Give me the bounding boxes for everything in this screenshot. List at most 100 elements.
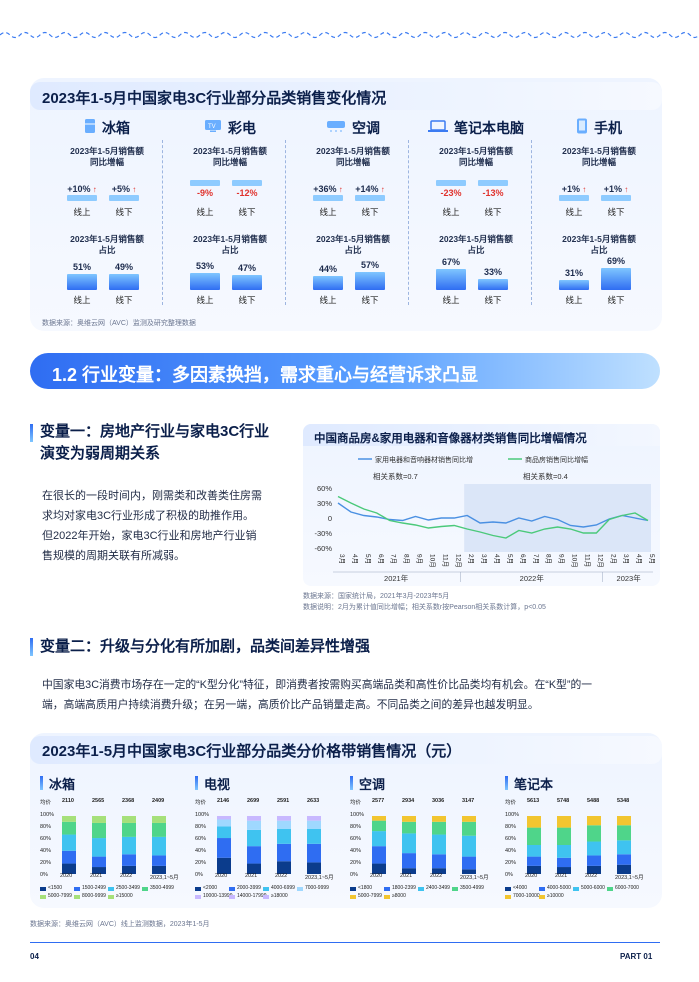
up-arrow-icon: ↑ bbox=[336, 185, 343, 194]
stack-segment bbox=[402, 821, 416, 834]
share-value: 31% bbox=[564, 268, 583, 278]
stack-segment bbox=[307, 820, 321, 829]
legend-swatch bbox=[384, 895, 390, 899]
category-sales-title: 2023年1-5月中国家电3C行业部分品类销售变化情况 bbox=[42, 90, 387, 107]
legend-label: 3500-4999 bbox=[150, 885, 174, 891]
stack-segment bbox=[217, 826, 231, 839]
avg-price: 3147 bbox=[462, 798, 475, 804]
y-tick-label: 100% bbox=[350, 812, 365, 818]
legend-swatch bbox=[505, 887, 511, 891]
category-name: 笔记本电脑 bbox=[454, 120, 524, 136]
y-tick-label: 20% bbox=[40, 860, 52, 866]
category-column: 笔记本电脑 2023年1-5月销售额 同比增幅 -23% 线上 -13% 线下 2023年1-… bbox=[416, 118, 536, 318]
legend-swatch bbox=[573, 887, 579, 891]
stack-segment bbox=[372, 831, 386, 847]
stack-segment bbox=[152, 836, 166, 856]
category-header: TV 彩电 bbox=[170, 118, 290, 138]
stack-segment bbox=[122, 822, 136, 837]
growth-title-line: 同比增幅 bbox=[581, 157, 616, 167]
legend-swatch bbox=[418, 887, 424, 891]
stack-segment bbox=[152, 855, 166, 866]
share-bar bbox=[478, 279, 508, 290]
var1-para-line: 求均对家电3C行业形成了积极的助推作用。 bbox=[42, 510, 255, 522]
stack-segment bbox=[92, 822, 106, 839]
legend-swatch bbox=[74, 887, 80, 891]
offline-label: 线下 bbox=[607, 207, 625, 217]
category-header: 空调 bbox=[293, 118, 413, 138]
stack-segment bbox=[277, 828, 291, 844]
legend-swatch bbox=[350, 887, 356, 891]
legend-label: 商品房销售同比增幅 bbox=[525, 455, 588, 464]
x-tick-label: 3月 bbox=[622, 554, 630, 564]
share-value: 33% bbox=[483, 267, 502, 277]
top-dashed-decoration bbox=[0, 31, 699, 39]
stack-segment bbox=[432, 834, 446, 855]
line-chart-title-bar bbox=[303, 424, 660, 446]
growth-title-line: 2023年1-5月销售额 bbox=[439, 146, 513, 156]
growth-title-line: 2023年1-5月销售额 bbox=[70, 146, 144, 156]
stack-segment bbox=[557, 867, 571, 874]
stack-segment bbox=[372, 863, 386, 874]
stack-segment bbox=[527, 845, 541, 857]
growth-value: -12% bbox=[236, 188, 258, 198]
category-name: 空调 bbox=[352, 120, 380, 136]
up-arrow-icon: ↑ bbox=[378, 185, 385, 194]
x-tick-label: 10月 bbox=[428, 554, 436, 568]
legend-label: ≥15000 bbox=[116, 893, 133, 899]
legend-label: 1800-2399 bbox=[392, 885, 416, 891]
stack-segment bbox=[372, 820, 386, 832]
growth-bar bbox=[436, 180, 466, 186]
legend-label: 4000-5000 bbox=[547, 885, 571, 891]
stack-segment bbox=[402, 816, 416, 822]
year-label: 2022 bbox=[585, 873, 598, 879]
x-tick-label: 9月 bbox=[416, 554, 424, 564]
y-tick-label: 40% bbox=[195, 848, 207, 854]
column-divider bbox=[162, 140, 163, 305]
year-label: 2022年 bbox=[520, 573, 545, 583]
legend-swatch bbox=[40, 887, 46, 891]
x-tick-label: 8月 bbox=[545, 554, 553, 564]
share-title: 2023年1-5月销售额 占比 bbox=[539, 234, 659, 256]
legend-label: 5000-6000 bbox=[581, 885, 605, 891]
part-label: PART 01 bbox=[620, 952, 653, 961]
offline-label: 线下 bbox=[361, 207, 379, 217]
growth-value: +5% ↑ bbox=[111, 184, 137, 194]
stack-segment bbox=[152, 822, 166, 837]
svg-text:TV: TV bbox=[208, 124, 216, 130]
stacked-bar-chart bbox=[217, 816, 321, 874]
offline-label: 线下 bbox=[607, 295, 625, 305]
share-bar bbox=[232, 275, 262, 290]
stack-segment bbox=[587, 825, 601, 842]
var1-accent bbox=[30, 424, 33, 442]
share-value: 53% bbox=[195, 261, 214, 271]
share-title-line: 占比 bbox=[590, 245, 608, 255]
price-label: 均价 bbox=[505, 800, 517, 806]
avg-price: 2934 bbox=[402, 798, 415, 804]
x-tick-label: 12月 bbox=[454, 554, 462, 568]
year-label: 2023,1~5月 bbox=[615, 875, 644, 881]
price-band-source: 数据来源：奥维云网（AVC）线上监测数据，2023年1-5月 bbox=[30, 921, 210, 928]
growth-bar bbox=[109, 195, 139, 201]
share-bar bbox=[601, 268, 631, 290]
legend-label: 家用电器和音响器材销售同比增 bbox=[375, 455, 473, 464]
growth-title: 2023年1-5月销售额 同比增幅 bbox=[170, 146, 290, 168]
legend-label: 5000-7999 bbox=[48, 893, 72, 899]
stack-segment bbox=[462, 869, 476, 874]
var1-paragraph: 在很长的一段时间内，刚需类和改善类住房需 求均对家电3C行业形成了积极的助推作用… bbox=[42, 486, 292, 566]
share-title-line: 2023年1-5月销售额 bbox=[70, 234, 144, 244]
y-tick-label: 60% bbox=[317, 484, 332, 493]
share-bar bbox=[190, 273, 220, 290]
stacked-bar-chart bbox=[527, 816, 631, 874]
share-title: 2023年1-5月销售额 占比 bbox=[170, 234, 290, 256]
x-tick-label: 8月 bbox=[403, 554, 411, 564]
stack-segment bbox=[432, 868, 446, 874]
year-label: 2020 bbox=[60, 873, 73, 879]
share-bar bbox=[313, 276, 343, 290]
x-tick-label: 4月 bbox=[351, 554, 359, 564]
year-label: 2023,1~5月 bbox=[460, 875, 489, 881]
var2-paragraph: 中国家电3C消费市场存在一定的“K型分化”特征，即消费者按需购买高端品类和高性价… bbox=[42, 675, 667, 715]
y-tick-label: 0% bbox=[195, 872, 203, 878]
share-title-line: 占比 bbox=[221, 245, 239, 255]
avg-price: 2146 bbox=[217, 798, 230, 804]
